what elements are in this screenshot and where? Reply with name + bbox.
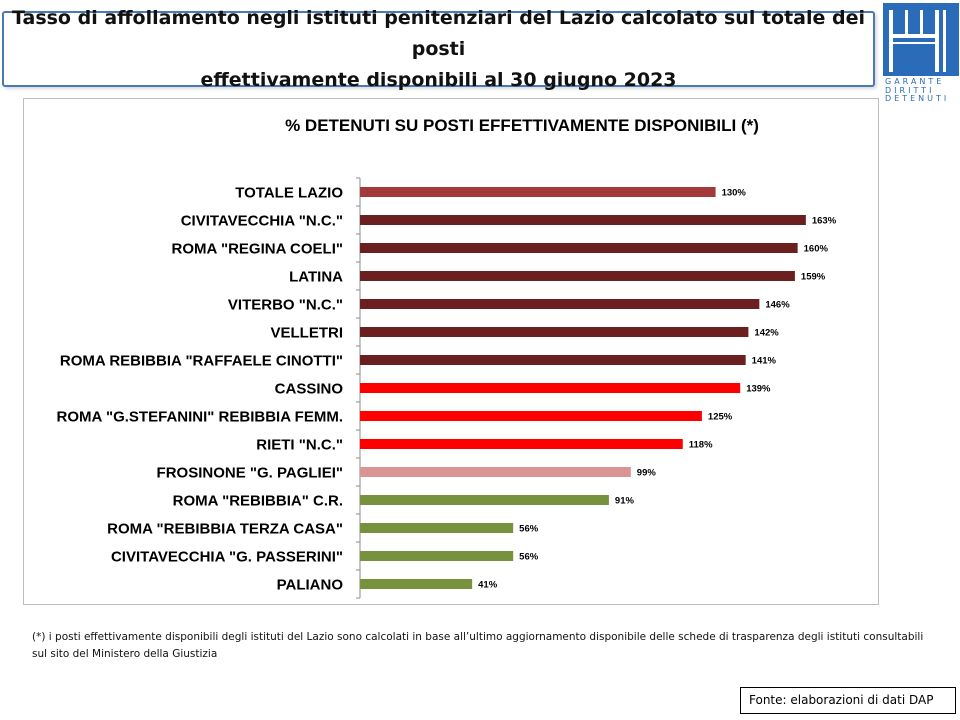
- category-label: ROMA REBIBBIA "RAFFAELE CINOTTI": [60, 353, 343, 370]
- page-title: Tasso di affollamento negli istituti pen…: [11, 6, 865, 91]
- data-label: 160%: [804, 244, 829, 255]
- category-label: PALIANO: [277, 577, 344, 594]
- bar: [360, 523, 514, 533]
- data-label: 56%: [519, 552, 539, 563]
- bar: [360, 411, 702, 421]
- category-label: FROSINONE "G. PAGLIEI": [157, 465, 343, 482]
- category-label: ROMA "REBIBBIA TERZA CASA": [107, 521, 343, 538]
- title-box: Tasso di affollamento negli istituti pen…: [2, 7, 875, 91]
- logo-line: DETENUTI: [885, 94, 950, 104]
- garante-emblem-icon: [883, 3, 959, 76]
- data-label: 141%: [752, 356, 777, 367]
- bar: [360, 383, 741, 393]
- garante-logo: GARANTE DIRITTI DETENUTI: [882, 2, 960, 108]
- category-label: ROMA "G.STEFANINI" REBIBBIA FEMM.: [57, 409, 343, 426]
- data-label: 130%: [722, 188, 747, 199]
- bar: [360, 187, 716, 197]
- logo-line: DIRITTI: [885, 85, 935, 95]
- bar: [360, 299, 760, 309]
- category-label: CIVITAVECCHIA "N.C.": [181, 213, 343, 230]
- bar: [360, 327, 749, 337]
- category-label: VITERBO "N.C.": [228, 297, 343, 314]
- data-label: 139%: [746, 384, 771, 395]
- bar: [360, 551, 514, 561]
- data-label: 56%: [519, 524, 539, 535]
- data-label: 118%: [689, 440, 713, 451]
- category-label: CIVITAVECCHIA "G. PASSERINI": [111, 549, 343, 566]
- logo-text: GARANTE DIRITTI DETENUTI: [885, 77, 960, 104]
- bar: [360, 579, 473, 589]
- data-label: 163%: [812, 216, 837, 227]
- category-label: LATINA: [289, 269, 343, 286]
- chart-area: % DETENUTI SU POSTI EFFETTIVAMENTE DISPO…: [23, 98, 879, 605]
- bar: [360, 271, 795, 281]
- bar: [360, 215, 806, 225]
- data-label: 159%: [801, 272, 826, 283]
- data-label: 41%: [478, 580, 498, 591]
- category-label: VELLETRI: [270, 325, 343, 342]
- bar: [360, 495, 609, 505]
- bar: [360, 439, 683, 449]
- logo-line: GARANTE: [885, 77, 945, 86]
- bar: [360, 243, 798, 253]
- bar: [360, 467, 631, 477]
- category-label: ROMA "REGINA COELI": [172, 241, 343, 258]
- data-label: 142%: [754, 328, 779, 339]
- bar: [360, 355, 746, 365]
- footnote: (*) i posti effettivamente disponibili d…: [32, 631, 924, 660]
- chart-title: % DETENUTI SU POSTI EFFETTIVAMENTE DISPO…: [285, 116, 759, 135]
- category-label: TOTALE LAZIO: [235, 185, 343, 202]
- data-label: 99%: [637, 468, 657, 479]
- bar-chart: % DETENUTI SU POSTI EFFETTIVAMENTE DISPO…: [57, 116, 837, 599]
- source-box: Fonte: elaborazioni di dati DAP: [740, 687, 956, 714]
- data-label: 146%: [765, 300, 790, 311]
- data-label: 125%: [708, 412, 733, 423]
- category-label: CASSINO: [275, 381, 344, 398]
- category-label: ROMA "REBIBBIA" C.R.: [173, 493, 343, 510]
- data-label: 91%: [615, 496, 635, 507]
- category-label: RIETI "N.C.": [256, 437, 343, 454]
